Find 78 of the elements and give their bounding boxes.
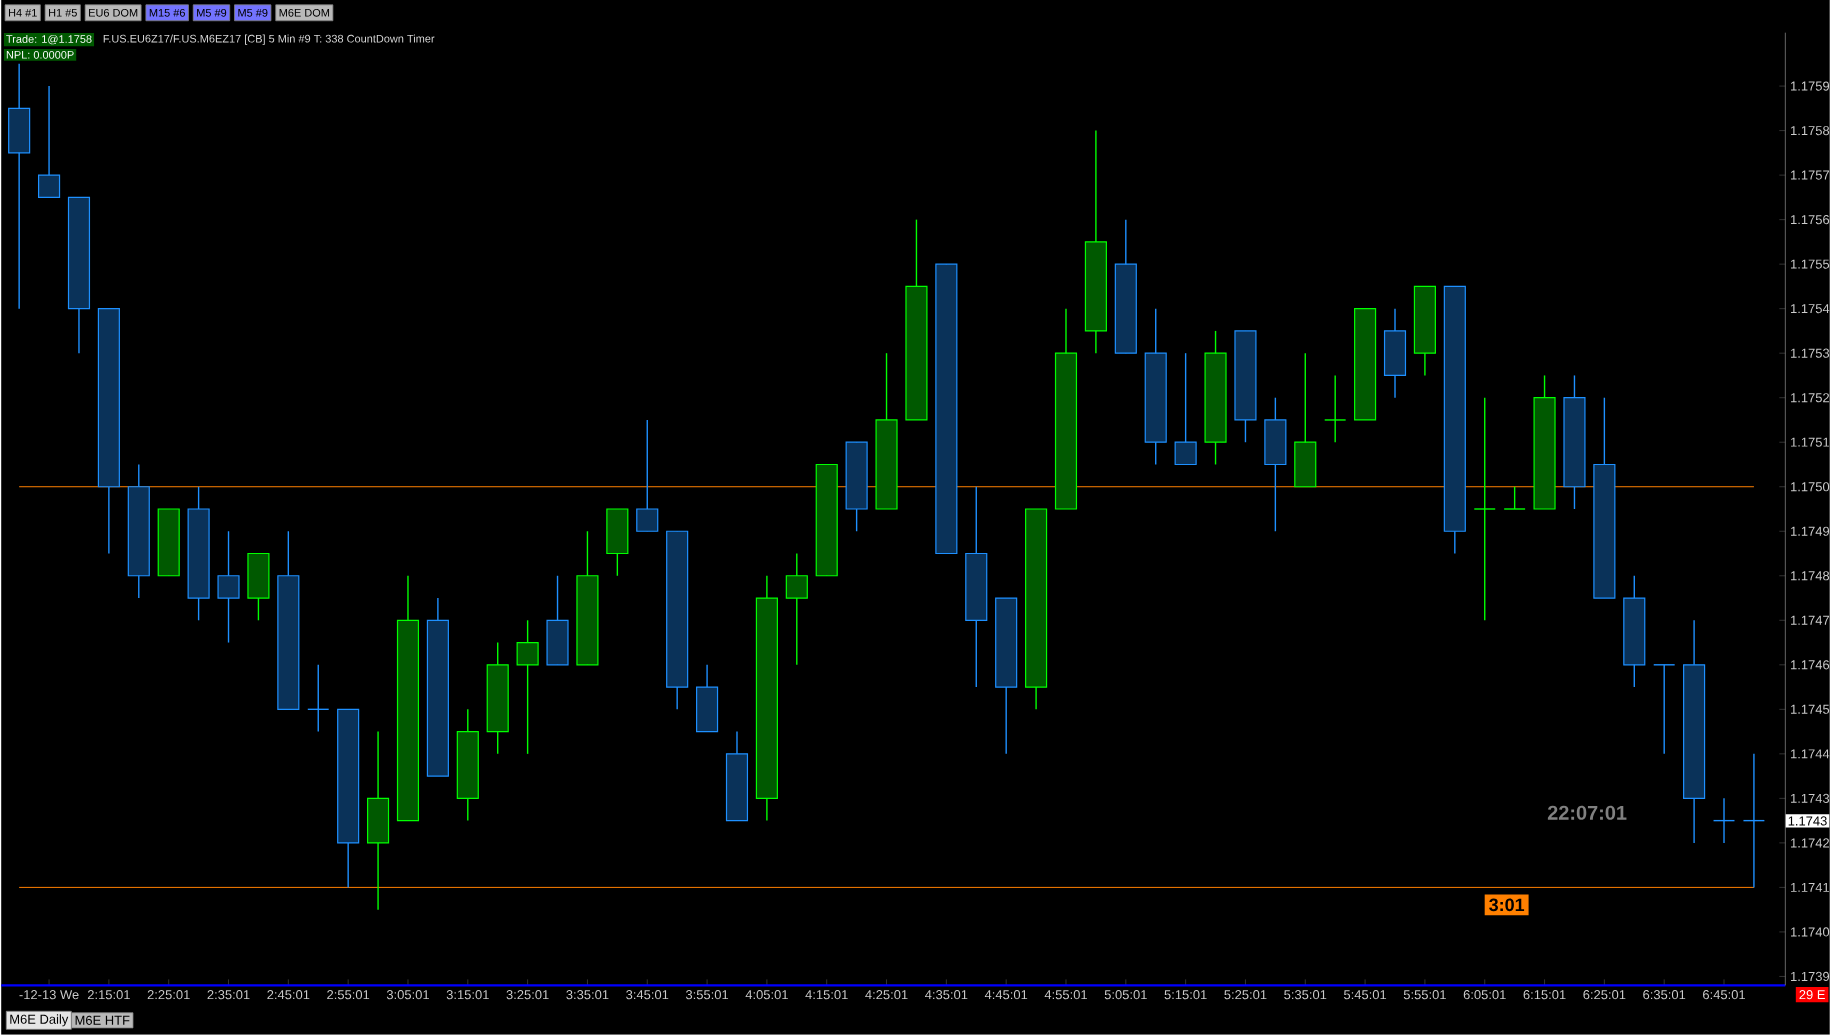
x-tick-label: 5:05:01	[1104, 990, 1147, 1000]
x-tick-label: 3:25:01	[506, 990, 549, 1000]
y-tick-label: 1.1749	[1791, 526, 1830, 536]
text: M6E Daily	[10, 1014, 69, 1027]
candlestick	[1742, 753, 1766, 889]
text: EU6 DOM	[89, 8, 138, 17]
text: H1 #5	[49, 9, 77, 17]
y-tick-label: 1.1754	[1791, 304, 1830, 314]
text: H4 #1	[8, 9, 37, 17]
y-tick-label: 1.1752	[1791, 393, 1830, 403]
x-tick-label: 6:25:01	[1583, 990, 1626, 1000]
y-tick-label: 1.1758	[1791, 126, 1830, 136]
x-tick-label: 4:05:01	[745, 990, 788, 1000]
text: M5 #9	[197, 8, 227, 17]
y-tick-label: 1.1746	[1791, 660, 1830, 670]
text: M6E DOM	[279, 8, 330, 17]
x-tick-label: 2:55:01	[327, 990, 370, 1000]
annotation: Trade: 1@1.1758	[6, 34, 92, 45]
y-tick-label: 1.1741	[1791, 883, 1830, 892]
x-tick-label: 6:35:01	[1643, 990, 1686, 1000]
candlestick	[785, 552, 808, 666]
x-tick-label: 4:55:01	[1044, 990, 1087, 1000]
annotation: 22:07:01	[1547, 805, 1627, 820]
candlestick	[636, 419, 659, 533]
x-tick-label: 2:15:01	[87, 990, 130, 1000]
text: M6E HTF	[75, 1015, 130, 1025]
y-tick-label: 1.1745	[1791, 704, 1830, 714]
candlestick	[1174, 352, 1197, 466]
y-tick-label: 1.1743	[1791, 793, 1830, 804]
x-tick-label: 2:35:01	[207, 990, 250, 1000]
candlestick	[516, 619, 539, 755]
y-tick-label: 1.1744	[1791, 749, 1830, 759]
x-tick-label: 4:15:01	[805, 990, 848, 1000]
x-tick-label: 3:45:01	[626, 990, 669, 1000]
candlestick	[1653, 664, 1676, 755]
x-tick-label: 3:15:01	[446, 990, 489, 1000]
candlestick	[1324, 374, 1347, 443]
y-tick-label: 1.1740	[1791, 927, 1830, 937]
x-tick-label: 6:45:01	[1703, 990, 1745, 1000]
x-tick-label: 5:45:01	[1344, 990, 1387, 1000]
annotation: F.US.EU6Z17/F.US.M6EZ17 [CB] 5 Min #9 T: 338 CountDown Timer	[103, 34, 435, 45]
candlestick	[1712, 797, 1736, 844]
candlestick	[1473, 397, 1496, 622]
y-tick-label: 1.1756	[1791, 215, 1830, 225]
y-tick-label: 1.1739	[1791, 971, 1830, 982]
x-tick-label: 5:25:01	[1224, 990, 1267, 1000]
x-tick-label: 5:15:01	[1164, 990, 1207, 1000]
y-tick-label: 1.1753	[1791, 348, 1830, 358]
annotation: 3:01	[1489, 898, 1525, 912]
candlestick	[37, 85, 61, 199]
candlestick	[217, 530, 240, 644]
text: 29 E	[1799, 990, 1825, 1000]
x-tick-label: 6:15:01	[1523, 990, 1566, 1000]
y-tick-label: 1.1748	[1791, 571, 1830, 581]
annotation: NPL: 0.0000P	[6, 50, 74, 59]
text: M5 #9	[238, 8, 268, 17]
y-tick-label: 1.1757	[1791, 170, 1830, 180]
x-tick-label: 2:25:01	[147, 990, 190, 1000]
candlestick	[1503, 486, 1526, 510]
y-tick-label: 1.1747	[1791, 615, 1830, 625]
x-tick-label: 4:25:01	[865, 990, 908, 1000]
x-tick-label: -12-13 We	[19, 990, 79, 1000]
y-tick-label: 1.1755	[1791, 259, 1830, 269]
x-tick-label: 5:55:01	[1403, 990, 1446, 1000]
x-tick-label: 6:05:01	[1463, 990, 1506, 1000]
y-tick-label: 1.1759	[1791, 81, 1830, 91]
x-tick-label: 4:45:01	[984, 990, 1028, 1000]
y-tick-label: 1.1750	[1791, 482, 1830, 492]
x-tick-label: 4:35:01	[925, 990, 968, 1000]
x-tick-label: 3:55:01	[685, 990, 729, 1000]
x-tick-label: 5:35:01	[1284, 990, 1327, 1000]
y-tick-label: 1.1751	[1791, 437, 1830, 447]
text: M15 #6	[149, 8, 185, 17]
x-tick-label: 2:45:01	[267, 990, 310, 1000]
candlestick	[307, 664, 330, 733]
x-tick-label: 3:35:01	[566, 990, 609, 1000]
x-tick-label: 3:05:01	[386, 990, 429, 1000]
y-tick-label: 1.1742	[1791, 838, 1830, 848]
